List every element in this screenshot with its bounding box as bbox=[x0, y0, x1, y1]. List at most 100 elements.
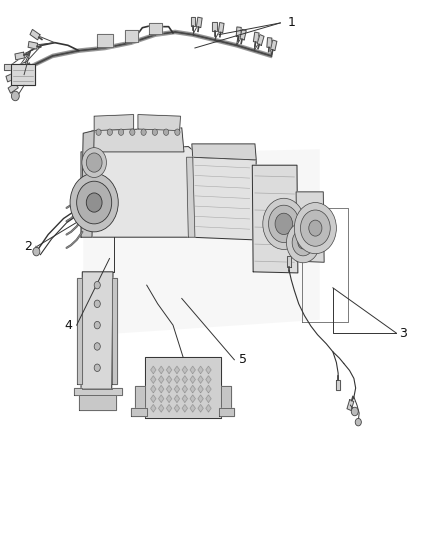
Polygon shape bbox=[198, 385, 203, 393]
Polygon shape bbox=[77, 278, 82, 384]
Polygon shape bbox=[182, 405, 187, 412]
Polygon shape bbox=[125, 30, 138, 42]
Circle shape bbox=[292, 229, 314, 256]
Polygon shape bbox=[198, 395, 203, 402]
Polygon shape bbox=[219, 22, 224, 33]
Polygon shape bbox=[149, 23, 162, 34]
Polygon shape bbox=[206, 376, 211, 383]
Polygon shape bbox=[287, 256, 291, 266]
Polygon shape bbox=[198, 405, 203, 412]
Polygon shape bbox=[191, 157, 256, 240]
Polygon shape bbox=[221, 386, 231, 408]
Circle shape bbox=[268, 205, 299, 243]
Polygon shape bbox=[190, 366, 195, 374]
Polygon shape bbox=[296, 192, 324, 262]
Circle shape bbox=[94, 364, 100, 372]
Text: 5: 5 bbox=[239, 353, 247, 366]
Circle shape bbox=[94, 321, 100, 329]
Polygon shape bbox=[206, 395, 211, 402]
Polygon shape bbox=[151, 395, 156, 402]
Circle shape bbox=[94, 343, 100, 350]
Polygon shape bbox=[94, 115, 134, 131]
Polygon shape bbox=[219, 408, 234, 416]
Polygon shape bbox=[192, 144, 256, 160]
Polygon shape bbox=[8, 83, 18, 93]
Polygon shape bbox=[347, 400, 354, 410]
Circle shape bbox=[70, 173, 118, 232]
Polygon shape bbox=[206, 366, 211, 374]
Polygon shape bbox=[174, 366, 180, 374]
Polygon shape bbox=[131, 408, 147, 416]
Polygon shape bbox=[30, 29, 40, 40]
Circle shape bbox=[152, 129, 158, 135]
Polygon shape bbox=[83, 149, 320, 336]
Polygon shape bbox=[151, 385, 156, 393]
Circle shape bbox=[263, 198, 305, 249]
Polygon shape bbox=[182, 395, 187, 402]
Polygon shape bbox=[11, 64, 35, 85]
Polygon shape bbox=[240, 29, 246, 40]
Circle shape bbox=[275, 213, 293, 235]
Circle shape bbox=[351, 407, 358, 416]
Polygon shape bbox=[97, 34, 113, 47]
Circle shape bbox=[107, 129, 113, 135]
Circle shape bbox=[94, 281, 100, 289]
Polygon shape bbox=[112, 278, 117, 384]
Polygon shape bbox=[198, 376, 203, 383]
Circle shape bbox=[96, 129, 101, 135]
Polygon shape bbox=[159, 376, 164, 383]
Polygon shape bbox=[151, 405, 156, 412]
Polygon shape bbox=[190, 376, 195, 383]
Circle shape bbox=[86, 193, 102, 212]
Polygon shape bbox=[145, 357, 221, 418]
Polygon shape bbox=[336, 380, 340, 390]
Polygon shape bbox=[191, 17, 195, 26]
Circle shape bbox=[130, 129, 135, 135]
Polygon shape bbox=[166, 385, 172, 393]
Polygon shape bbox=[174, 385, 180, 393]
Circle shape bbox=[298, 236, 308, 249]
Text: 4: 4 bbox=[64, 319, 72, 332]
Text: 1: 1 bbox=[287, 17, 295, 29]
Polygon shape bbox=[271, 40, 277, 51]
Circle shape bbox=[300, 210, 330, 246]
Polygon shape bbox=[166, 405, 172, 412]
Polygon shape bbox=[6, 72, 16, 82]
Polygon shape bbox=[206, 385, 211, 393]
Polygon shape bbox=[187, 157, 195, 237]
Polygon shape bbox=[15, 52, 25, 60]
Polygon shape bbox=[252, 165, 298, 273]
Polygon shape bbox=[182, 376, 187, 383]
Polygon shape bbox=[151, 376, 156, 383]
Circle shape bbox=[118, 129, 124, 135]
Polygon shape bbox=[190, 385, 195, 393]
Circle shape bbox=[141, 129, 146, 135]
Circle shape bbox=[163, 129, 169, 135]
Polygon shape bbox=[81, 147, 195, 237]
Polygon shape bbox=[81, 131, 94, 237]
Polygon shape bbox=[267, 38, 272, 47]
Circle shape bbox=[355, 418, 361, 426]
Polygon shape bbox=[138, 115, 180, 131]
Polygon shape bbox=[174, 395, 180, 402]
Polygon shape bbox=[174, 405, 180, 412]
Circle shape bbox=[82, 148, 106, 177]
Text: 2: 2 bbox=[25, 240, 32, 253]
Circle shape bbox=[11, 91, 19, 101]
Polygon shape bbox=[17, 62, 27, 71]
Polygon shape bbox=[166, 395, 172, 402]
Polygon shape bbox=[206, 405, 211, 412]
Polygon shape bbox=[4, 64, 13, 69]
Circle shape bbox=[286, 222, 320, 263]
Polygon shape bbox=[198, 366, 203, 374]
Polygon shape bbox=[182, 385, 187, 393]
Circle shape bbox=[86, 153, 102, 172]
Polygon shape bbox=[92, 128, 184, 152]
Circle shape bbox=[175, 129, 180, 135]
Polygon shape bbox=[159, 405, 164, 412]
Polygon shape bbox=[166, 376, 172, 383]
Text: 3: 3 bbox=[399, 327, 407, 340]
Polygon shape bbox=[190, 395, 195, 402]
Polygon shape bbox=[182, 366, 187, 374]
Circle shape bbox=[294, 203, 336, 254]
